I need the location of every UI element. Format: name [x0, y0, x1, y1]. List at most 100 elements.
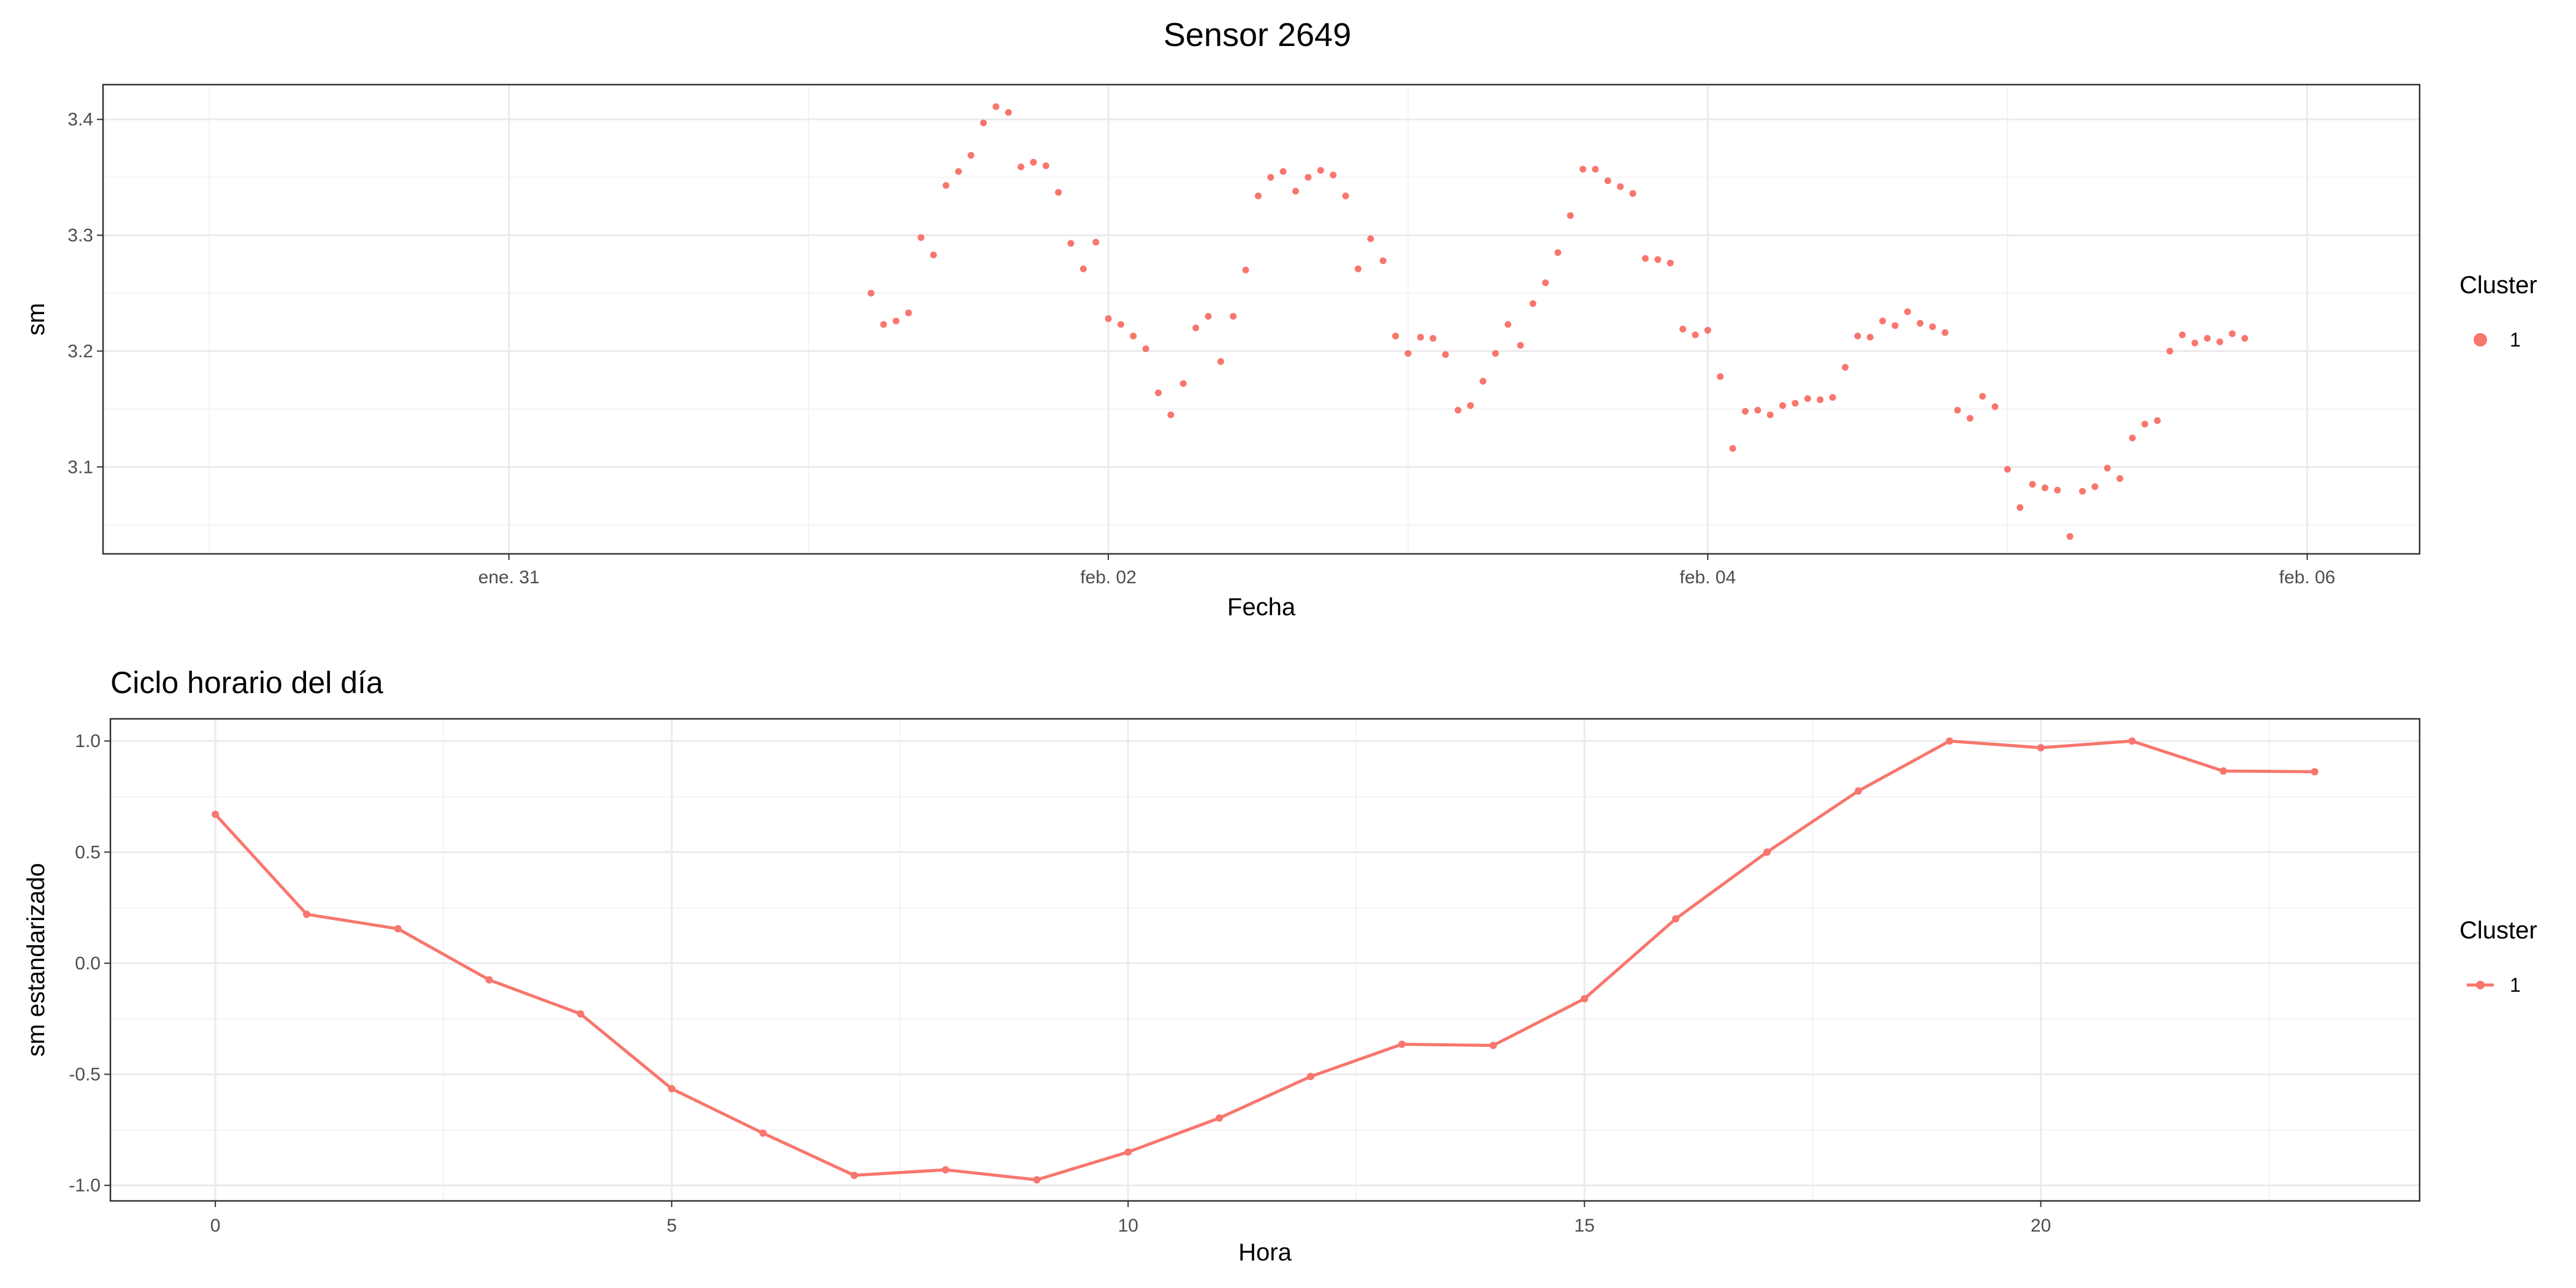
data-point	[2191, 339, 2198, 347]
x-tick-label: feb. 02	[1080, 567, 1137, 588]
data-point	[1354, 265, 1362, 272]
y-tick-label: 0.0	[75, 953, 101, 973]
data-point	[1030, 159, 1037, 166]
data-point	[1879, 317, 1886, 324]
data-point	[1554, 249, 1562, 256]
data-point	[1405, 350, 1412, 357]
data-point	[1904, 308, 1911, 315]
data-point	[941, 1166, 949, 1174]
x-tick-label: 20	[2031, 1216, 2051, 1236]
data-point	[1467, 402, 1474, 409]
data-point	[2004, 466, 2011, 473]
data-point	[2129, 434, 2136, 442]
data-point	[1741, 408, 1749, 415]
data-point	[1317, 167, 1324, 174]
data-point	[942, 182, 949, 189]
data-point	[2229, 330, 2236, 337]
data-point	[1306, 1073, 1314, 1081]
data-point	[1766, 411, 1774, 418]
data-point	[2029, 481, 2036, 488]
data-point	[1279, 168, 1287, 175]
data-point	[1991, 403, 1999, 410]
data-point	[850, 1171, 858, 1179]
data-point	[867, 289, 875, 297]
data-point	[1704, 326, 1711, 334]
x-axis-title: Hora	[1238, 1239, 1292, 1266]
x-tick-label: feb. 04	[1680, 567, 1736, 588]
x-tick-label: 15	[1574, 1216, 1595, 1236]
data-point	[1672, 914, 1680, 922]
data-point	[967, 151, 975, 159]
data-point	[918, 234, 925, 241]
data-point	[1167, 411, 1175, 418]
data-point	[1817, 396, 1824, 404]
data-point	[1242, 266, 1249, 274]
data-point	[1454, 407, 1462, 414]
panel-title: Ciclo horario del día	[110, 665, 383, 700]
data-point	[1804, 395, 1811, 402]
data-point	[1417, 334, 1424, 341]
series-marks	[867, 103, 2248, 540]
data-point	[1979, 393, 1986, 400]
data-point	[1966, 415, 1974, 422]
data-point	[2066, 533, 2074, 540]
data-point	[1292, 188, 1299, 195]
data-point	[2216, 338, 2223, 345]
data-point	[2016, 504, 2023, 511]
data-point	[1429, 335, 1436, 342]
x-tick-label: 10	[1118, 1216, 1138, 1236]
data-point	[1267, 174, 1275, 181]
data-point	[1124, 1148, 1132, 1156]
data-point	[1854, 787, 1862, 795]
data-point	[1033, 1176, 1041, 1184]
data-point	[1479, 378, 1487, 385]
data-point	[1542, 279, 1549, 286]
data-point	[1055, 189, 1062, 196]
data-point	[1505, 321, 1512, 328]
data-point	[2116, 475, 2123, 482]
data-point	[1729, 445, 1736, 452]
data-point	[2220, 767, 2228, 775]
data-point	[1230, 313, 1237, 320]
data-point	[2241, 335, 2248, 342]
data-point	[1142, 345, 1149, 353]
legend-label: 1	[2510, 974, 2521, 996]
data-point	[759, 1129, 767, 1137]
data-point	[2310, 768, 2318, 776]
series-line	[214, 739, 2315, 1182]
data-point	[2091, 483, 2099, 490]
panel-border	[109, 718, 2421, 1202]
data-point	[2204, 335, 2211, 342]
legend-label: 1	[2510, 329, 2521, 351]
data-point	[1005, 109, 1012, 116]
y-tick-label: 3.2	[67, 341, 93, 361]
y-axis-title: sm	[23, 303, 50, 335]
data-point	[1254, 192, 1262, 199]
data-point	[1117, 321, 1124, 328]
data-point	[1517, 342, 1524, 349]
x-tick-label: feb. 06	[2279, 567, 2336, 588]
data-point	[1654, 256, 1662, 263]
data-point	[1717, 373, 1724, 380]
data-point	[1892, 322, 1899, 329]
data-point	[1581, 995, 1589, 1003]
legend-key	[2474, 333, 2487, 347]
hourly-cycle-panel: Ciclo horario del día 0 5 10 15 20 -1.0 -0.5 0.0…	[23, 665, 2537, 1266]
y-tick-label: 3.3	[67, 226, 93, 246]
data-point	[1079, 265, 1087, 272]
data-point	[1130, 332, 1137, 340]
panel-border	[102, 83, 2421, 555]
data-point	[1442, 351, 1449, 358]
data-point	[1763, 848, 1771, 856]
data-point	[2153, 417, 2161, 424]
data-point	[1929, 323, 1936, 331]
data-point	[979, 119, 987, 126]
time-series-panel: ene. 31 feb. 02 feb. 04 feb. 06 3.1 3.2 3.3 3.4…	[23, 83, 2537, 621]
data-point	[1866, 334, 1874, 341]
data-point	[1792, 399, 1799, 407]
data-point	[880, 321, 887, 328]
data-point	[1042, 162, 1049, 169]
data-point	[2037, 744, 2045, 752]
data-point	[1342, 192, 1349, 199]
